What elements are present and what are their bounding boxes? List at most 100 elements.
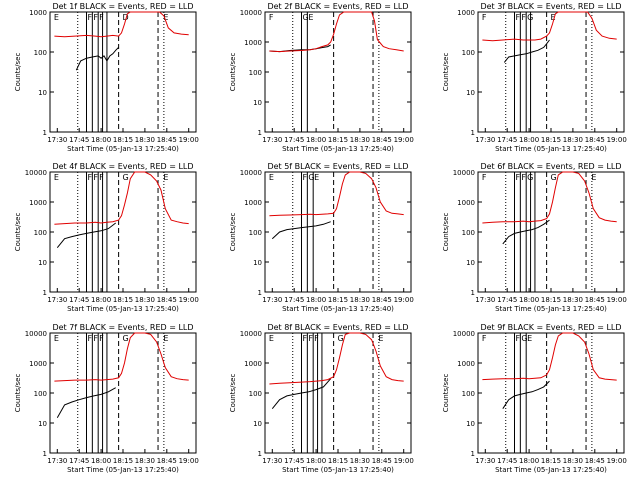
x-axis-label: Start Time (05-Jan-13 17:25:40) <box>495 145 607 153</box>
flag-label: F <box>516 334 521 343</box>
x-tick-label: 19:00 <box>607 457 627 465</box>
flag-label: G <box>303 13 309 22</box>
x-tick-label: 17:30 <box>262 457 282 465</box>
x-tick-label: 17:45 <box>284 296 304 304</box>
y-tick-label: 100 <box>34 49 47 57</box>
x-tick-label: 19:00 <box>179 457 199 465</box>
y-tick-label: 1000 <box>457 199 475 207</box>
flag-label: F <box>303 334 308 343</box>
x-tick-label: 19:00 <box>394 457 414 465</box>
x-tick-label: 18:15 <box>328 136 348 144</box>
x-tick-label: 18:00 <box>91 136 111 144</box>
lld-series-line <box>54 11 189 38</box>
x-tick-label: 18:30 <box>135 457 155 465</box>
x-tick-label: 18:30 <box>563 457 583 465</box>
y-tick-label: 10000 <box>240 330 262 338</box>
x-tick-label: 18:30 <box>135 136 155 144</box>
plot-frame <box>477 332 625 454</box>
chart-title: Det 2f BLACK = Events, RED = LLD <box>267 2 408 11</box>
y-tick-label: 1 <box>471 289 475 297</box>
flag-label: E <box>269 173 274 182</box>
x-tick-label: 17:30 <box>262 136 282 144</box>
chart-title: Det 3f BLACK = Events, RED = LLD <box>480 2 621 11</box>
x-tick-label: 19:00 <box>607 296 627 304</box>
x-tick-label: 18:30 <box>350 296 370 304</box>
lld-series-line <box>269 171 404 217</box>
y-tick-label: 10 <box>466 259 475 267</box>
x-tick-label: 18:15 <box>328 457 348 465</box>
y-tick-label: 1000 <box>244 199 262 207</box>
plot-frame <box>477 171 625 293</box>
chart-panel-2: Det 2f BLACK = Events, RED = LLD 1 10 100 10… <box>229 2 414 153</box>
flag-label: F <box>88 13 93 22</box>
x-tick-label: 18:00 <box>91 457 111 465</box>
flag-label: E <box>163 173 168 182</box>
y-tick-label: 10 <box>253 259 262 267</box>
x-tick-label: 19:00 <box>394 136 414 144</box>
flag-label: G <box>123 334 129 343</box>
flag-label: F <box>521 173 526 182</box>
lld-series-line <box>482 11 617 42</box>
chart-panel-5: Det 5f BLACK = Events, RED = LLD 1 10 100 10… <box>229 162 414 313</box>
flag-label: G <box>123 173 129 182</box>
flag-label: G <box>521 334 527 343</box>
flag-label: F <box>93 13 98 22</box>
y-tick-label: 10 <box>253 420 262 428</box>
x-tick-label: 17:45 <box>284 457 304 465</box>
events-series-line <box>271 378 332 410</box>
x-tick-label: 18:00 <box>306 457 326 465</box>
y-tick-label: 10000 <box>240 169 262 177</box>
x-tick-label: 18:45 <box>372 457 392 465</box>
x-tick-label: 17:30 <box>47 136 67 144</box>
y-tick-label: 1 <box>471 129 475 137</box>
y-tick-label: 100 <box>462 229 475 237</box>
x-tick-label: 17:45 <box>69 136 89 144</box>
y-tick-label: 10000 <box>25 169 47 177</box>
y-axis-label: Counts/sec <box>229 374 237 413</box>
flag-label: G <box>338 334 344 343</box>
y-axis-label: Counts/sec <box>442 374 450 413</box>
y-tick-label: 10000 <box>25 330 47 338</box>
x-tick-label: 19:00 <box>179 296 199 304</box>
y-tick-label: 1000 <box>29 199 47 207</box>
x-tick-label: 18:30 <box>350 457 370 465</box>
x-tick-label: 18:15 <box>113 457 133 465</box>
x-tick-label: 18:00 <box>91 296 111 304</box>
chart-title: Det 6f BLACK = Events, RED = LLD <box>480 162 621 171</box>
flag-label: E <box>527 334 532 343</box>
flag-label: G <box>551 173 557 182</box>
x-axis-label: Start Time (05-Jan-13 17:25:40) <box>282 145 394 153</box>
chart-title: Det 5f BLACK = Events, RED = LLD <box>267 162 408 171</box>
chart-title: Det 1f BLACK = Events, RED = LLD <box>52 2 193 11</box>
x-tick-label: 18:00 <box>519 457 539 465</box>
y-tick-label: 1 <box>43 289 47 297</box>
x-tick-label: 18:15 <box>113 296 133 304</box>
x-tick-label: 18:45 <box>157 136 177 144</box>
flag-label: F <box>99 173 104 182</box>
x-tick-label: 17:45 <box>69 296 89 304</box>
x-tick-label: 17:45 <box>497 136 517 144</box>
y-tick-label: 100 <box>249 229 262 237</box>
y-tick-label: 100 <box>249 390 262 398</box>
flag-label: G <box>527 173 533 182</box>
y-tick-label: 100 <box>462 390 475 398</box>
lld-series-line <box>482 171 617 224</box>
x-tick-label: 18:15 <box>328 296 348 304</box>
y-axis-label: Counts/sec <box>14 53 22 92</box>
x-tick-label: 17:30 <box>475 457 495 465</box>
x-tick-label: 17:45 <box>497 457 517 465</box>
x-tick-label: 17:30 <box>47 457 67 465</box>
y-axis-label: Counts/sec <box>14 213 22 252</box>
events-series-line <box>502 380 550 409</box>
flag-label: F <box>93 173 98 182</box>
y-tick-label: 1000 <box>244 360 262 368</box>
y-tick-label: 1000 <box>29 360 47 368</box>
flag-label: F <box>482 13 487 22</box>
x-tick-label: 18:45 <box>372 136 392 144</box>
flag-label: E <box>54 334 59 343</box>
y-tick-label: 1 <box>258 129 262 137</box>
flag-label: F <box>516 13 521 22</box>
chart-panel-1: Det 1f BLACK = Events, RED = LLD 1 10 100 10… <box>14 2 199 153</box>
y-axis-label: Counts/sec <box>442 213 450 252</box>
lld-series-line <box>54 171 189 225</box>
